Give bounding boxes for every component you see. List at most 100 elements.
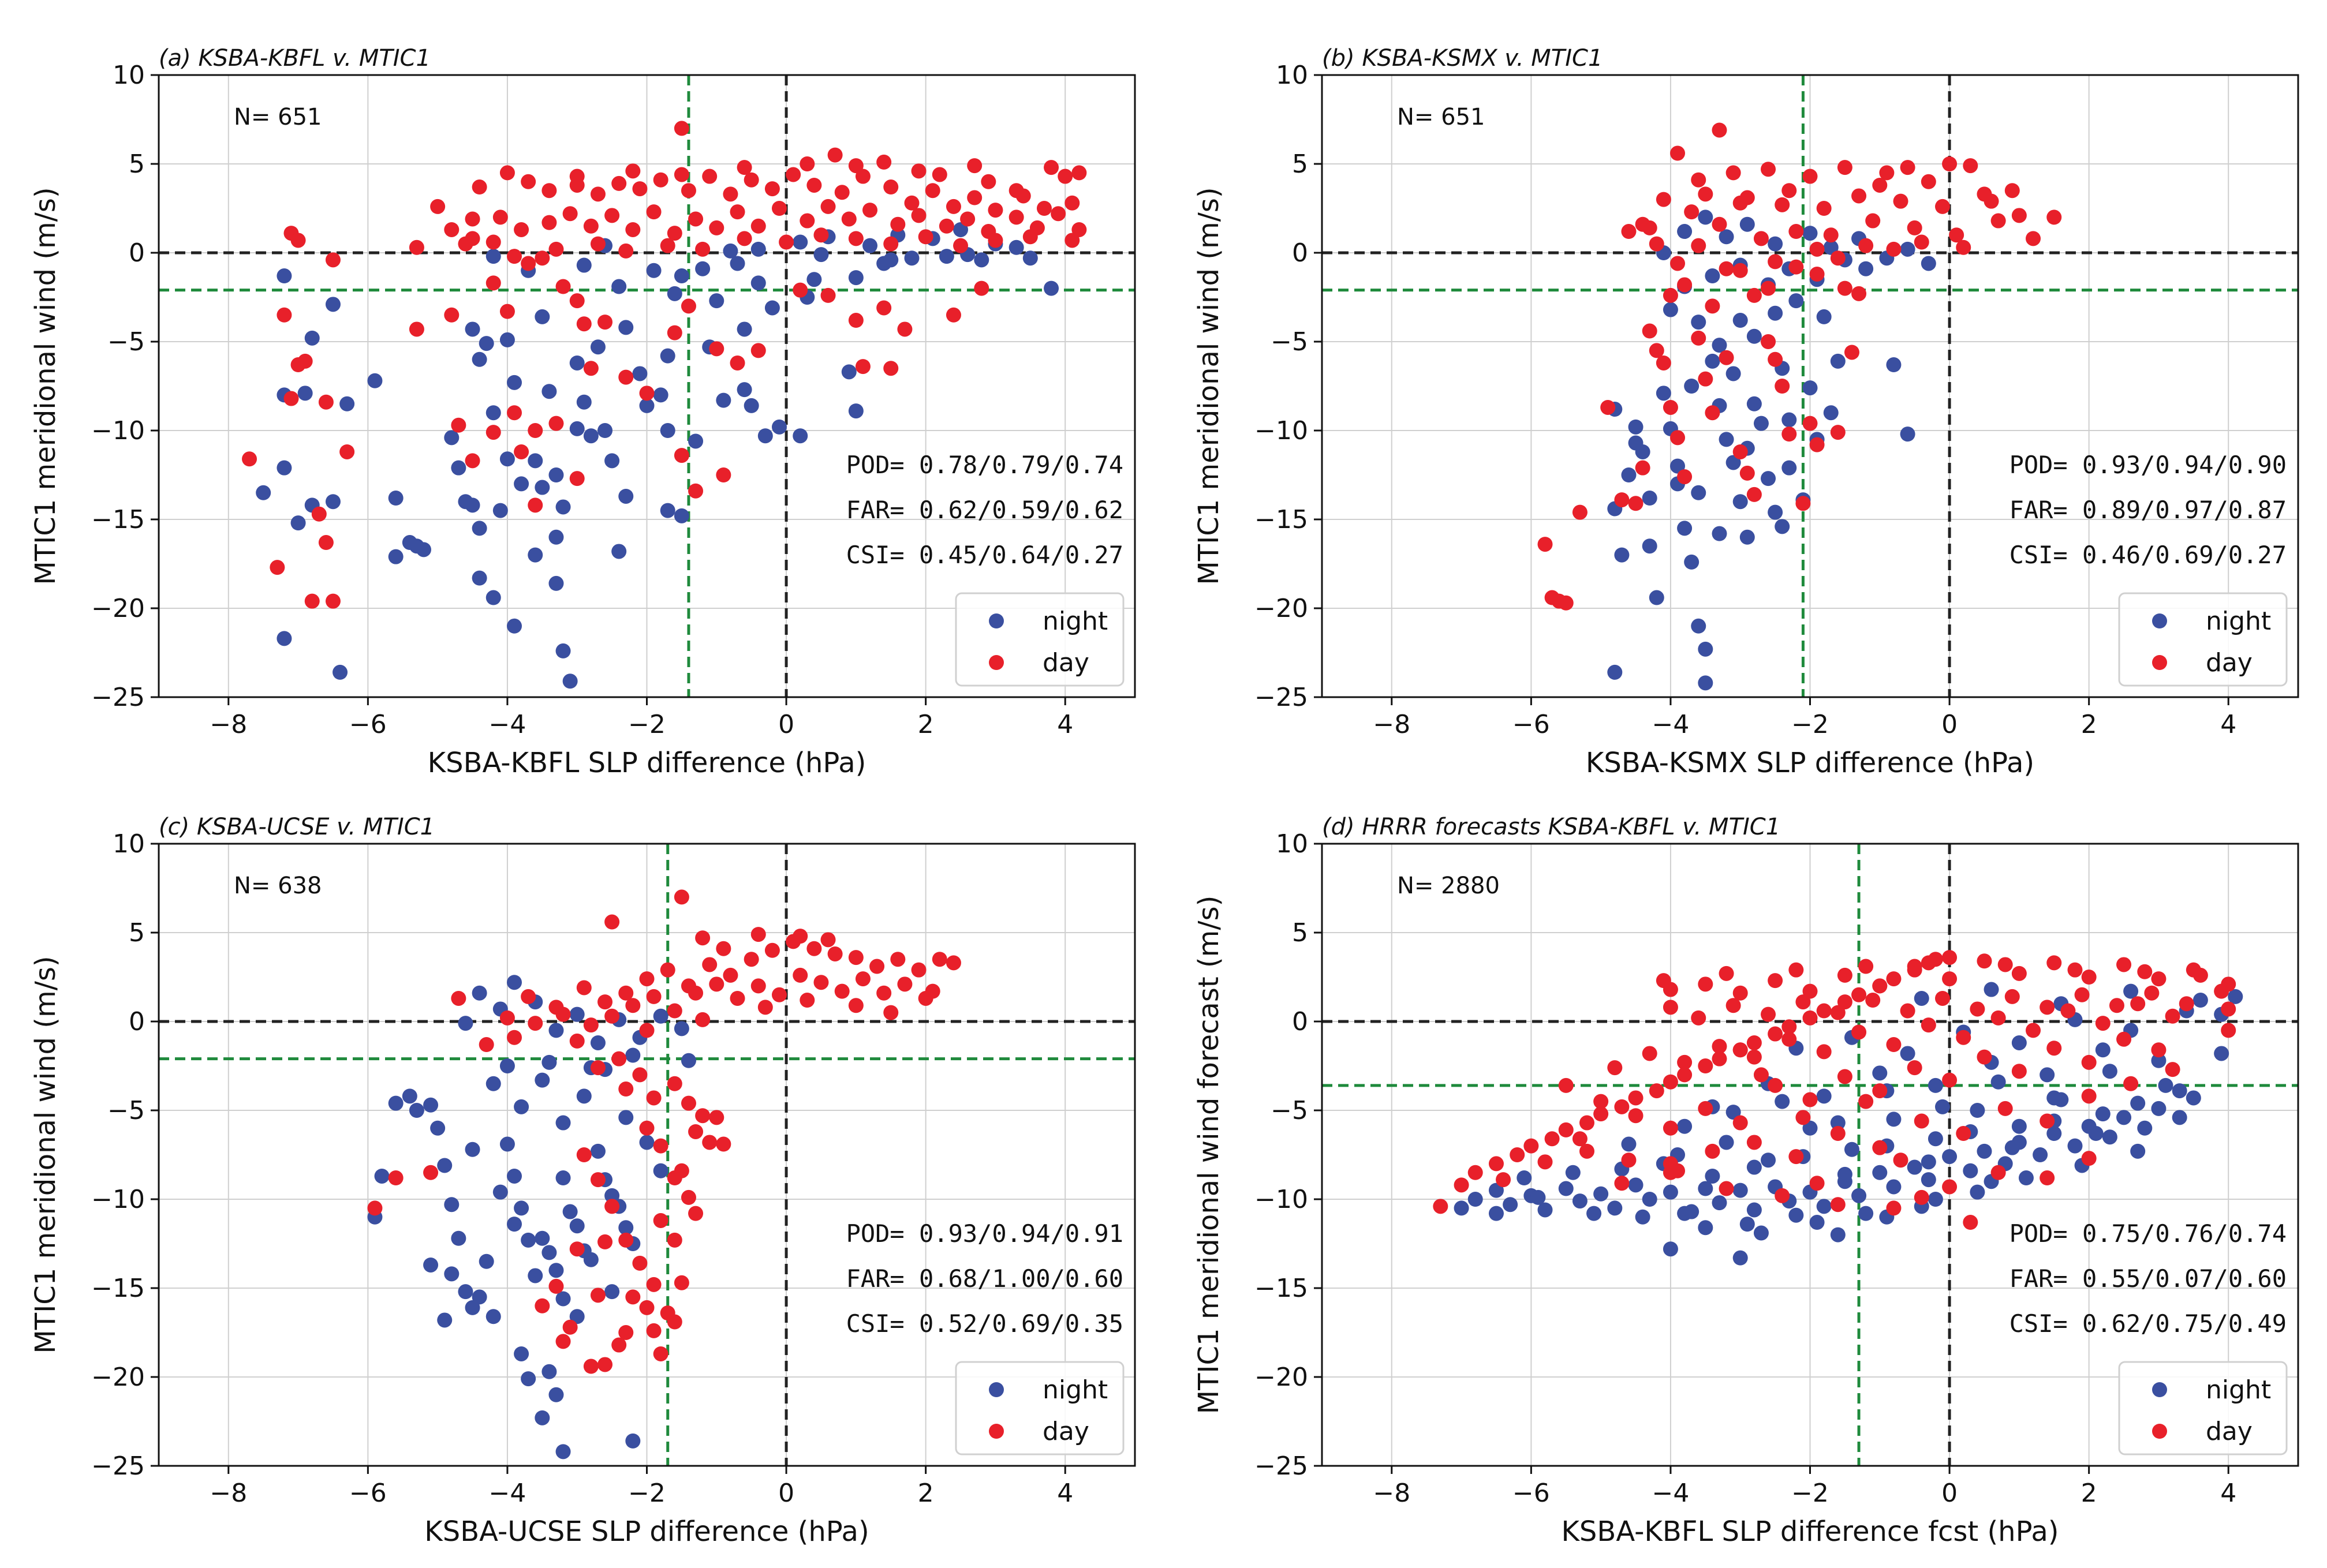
night-point bbox=[1928, 1192, 1943, 1207]
day-point bbox=[820, 199, 836, 214]
day-point bbox=[625, 222, 641, 237]
night-point bbox=[1886, 1179, 1902, 1195]
day-point bbox=[1886, 1037, 1902, 1053]
day-point bbox=[597, 315, 613, 330]
x-tick-label: −8 bbox=[1373, 710, 1410, 739]
day-point bbox=[974, 280, 989, 296]
day-point bbox=[681, 298, 696, 314]
day-point bbox=[548, 241, 564, 257]
day-point bbox=[709, 1110, 724, 1125]
day-point bbox=[569, 1241, 585, 1257]
night-point bbox=[2088, 1126, 2104, 1142]
day-point bbox=[1802, 1010, 1818, 1026]
day-point bbox=[2004, 989, 2020, 1004]
night-point bbox=[660, 503, 675, 518]
day-point bbox=[757, 1000, 773, 1015]
day-point bbox=[618, 985, 634, 1001]
night-point bbox=[1914, 990, 1929, 1006]
night-point bbox=[297, 386, 313, 401]
night-point bbox=[423, 1257, 439, 1273]
day-point bbox=[2214, 983, 2229, 999]
day-point bbox=[1670, 430, 1686, 446]
night-point bbox=[1753, 1225, 1769, 1241]
day-point bbox=[883, 179, 899, 195]
day-point bbox=[932, 952, 947, 967]
day-point bbox=[1775, 197, 1790, 212]
day-point bbox=[750, 927, 766, 942]
night-point bbox=[548, 467, 564, 482]
day-point bbox=[1934, 990, 1950, 1006]
night-point bbox=[485, 1309, 501, 1324]
day-point bbox=[1921, 1017, 1936, 1033]
day-point bbox=[862, 203, 878, 218]
day-point bbox=[744, 952, 759, 967]
day-point bbox=[290, 357, 306, 373]
night-point bbox=[535, 480, 550, 495]
day-point bbox=[569, 1033, 585, 1049]
night-point bbox=[2046, 1126, 2062, 1142]
day-point bbox=[1022, 229, 1038, 245]
day-point bbox=[653, 172, 668, 188]
night-point bbox=[1537, 1202, 1553, 1218]
day-point bbox=[771, 987, 787, 1002]
day-point bbox=[897, 976, 913, 992]
day-point bbox=[764, 942, 780, 958]
day-point bbox=[1537, 537, 1553, 552]
day-point bbox=[688, 1124, 704, 1139]
night-point bbox=[1746, 328, 1762, 344]
day-point bbox=[688, 483, 704, 499]
night-point bbox=[1621, 1136, 1637, 1152]
day-point bbox=[667, 1232, 682, 1248]
day-point bbox=[283, 391, 299, 406]
night-point bbox=[2116, 1110, 2132, 1125]
night-point bbox=[1649, 590, 1664, 605]
night-point bbox=[1830, 353, 1846, 369]
day-point bbox=[674, 448, 689, 463]
day-point bbox=[1761, 1006, 1776, 1022]
day-point bbox=[688, 1206, 704, 1221]
legend-label-night: night bbox=[1043, 1375, 1108, 1405]
day-point bbox=[1830, 425, 1846, 440]
day-point bbox=[1719, 350, 1734, 365]
night-point bbox=[472, 351, 487, 367]
day-point bbox=[1705, 405, 1720, 421]
day-point bbox=[1788, 259, 1804, 275]
y-tick-label: −25 bbox=[91, 1451, 145, 1481]
night-point bbox=[409, 1103, 424, 1118]
day-point bbox=[834, 983, 850, 999]
stat-line: CSI= 0.62/0.75/0.49 bbox=[2009, 1309, 2287, 1338]
day-point bbox=[1691, 1010, 1706, 1026]
night-point bbox=[1858, 1206, 1874, 1221]
y-axis-label: MTIC1 meridional wind forecast (m/s) bbox=[1193, 896, 1225, 1414]
day-point bbox=[521, 989, 536, 1004]
day-point bbox=[1433, 1199, 1448, 1214]
night-point bbox=[716, 392, 731, 408]
night-point bbox=[953, 222, 969, 237]
day-point bbox=[1732, 263, 1748, 278]
day-point bbox=[2046, 1041, 2062, 1056]
day-point bbox=[716, 941, 731, 956]
day-point bbox=[1768, 1077, 1783, 1093]
day-point bbox=[1064, 233, 1080, 248]
day-point bbox=[848, 313, 864, 328]
night-point bbox=[555, 1170, 571, 1186]
day-point bbox=[848, 231, 864, 246]
night-point bbox=[541, 384, 557, 399]
night-point bbox=[2040, 1067, 2055, 1083]
night-point bbox=[1942, 1149, 1958, 1165]
day-point bbox=[813, 227, 829, 243]
night-point bbox=[1684, 379, 1700, 394]
day-point bbox=[2151, 1042, 2167, 1058]
day-point bbox=[1663, 1000, 1678, 1015]
day-point bbox=[1467, 1165, 1483, 1180]
day-point bbox=[1698, 976, 1713, 992]
night-point bbox=[437, 1158, 453, 1173]
night-point bbox=[1663, 1184, 1678, 1200]
day-point bbox=[1051, 206, 1066, 222]
night-point bbox=[521, 1371, 536, 1387]
night-point bbox=[2158, 1077, 2173, 1093]
day-point bbox=[528, 423, 543, 438]
night-point bbox=[1816, 1199, 1832, 1214]
night-point bbox=[1635, 1209, 1650, 1225]
day-point bbox=[2081, 1054, 2097, 1070]
